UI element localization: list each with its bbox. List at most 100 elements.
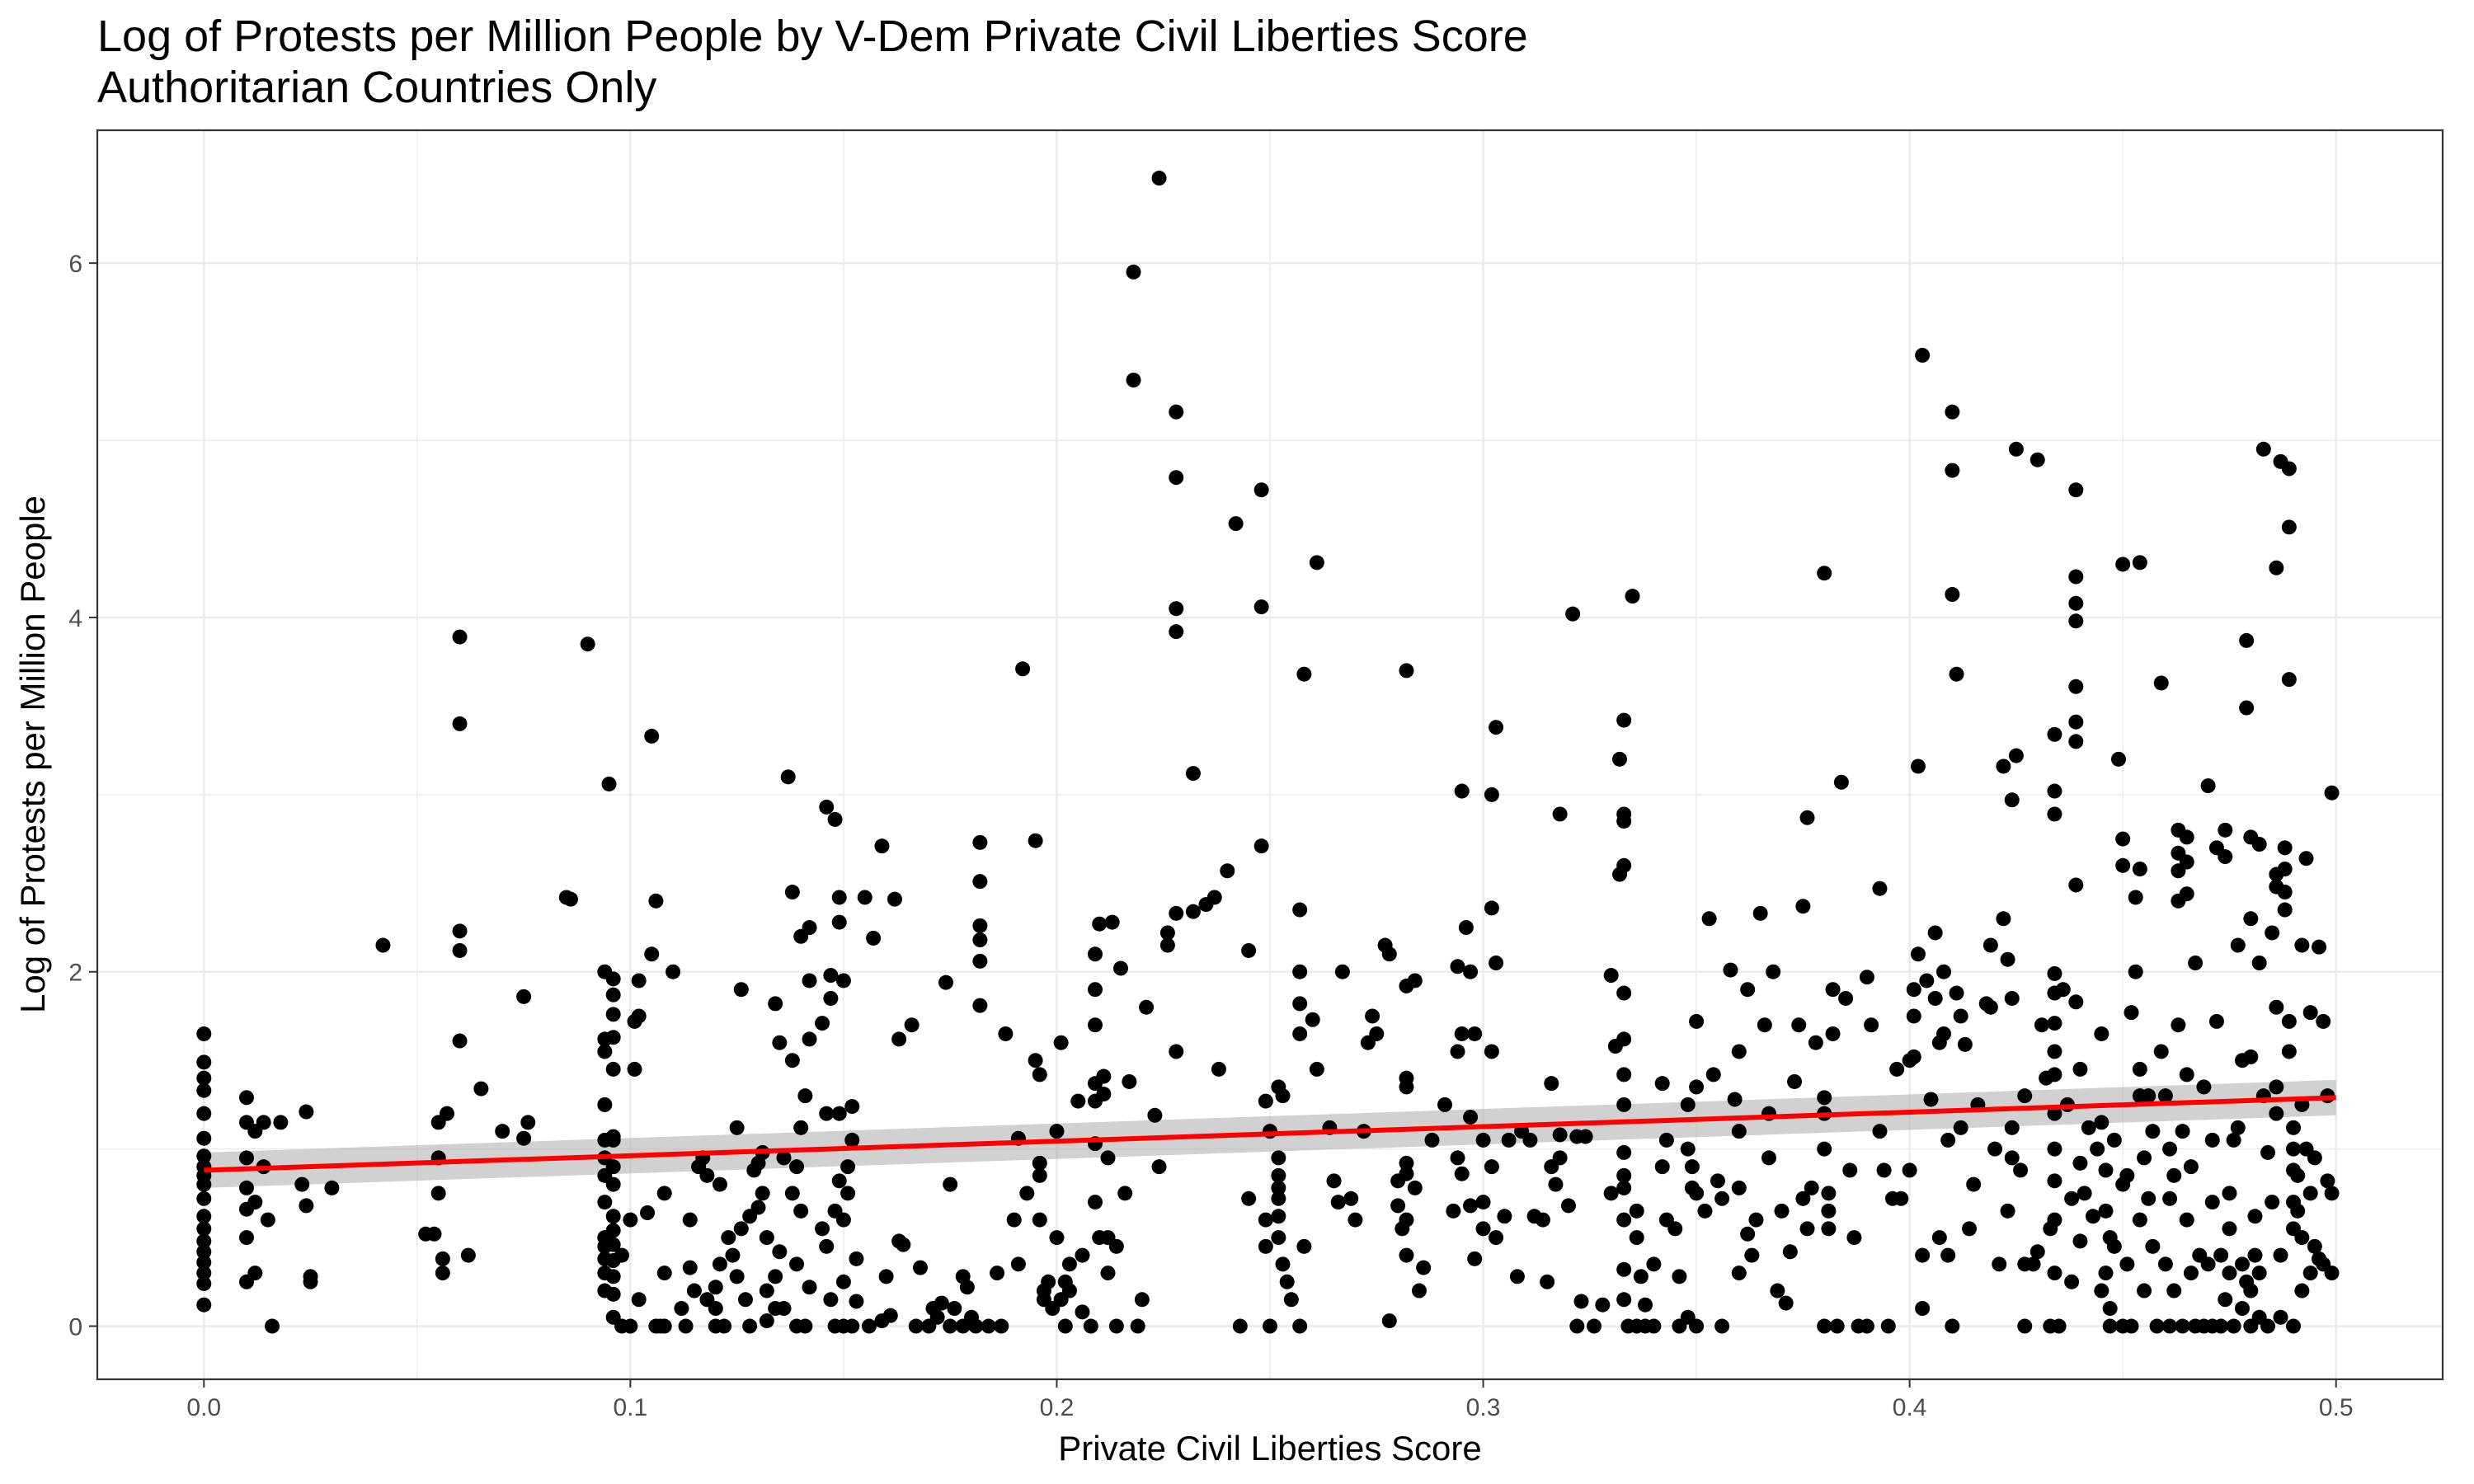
data-point bbox=[1987, 1141, 2003, 1157]
data-point bbox=[2302, 1005, 2318, 1021]
data-point bbox=[1292, 996, 1308, 1012]
data-point bbox=[1407, 1180, 1423, 1195]
data-point bbox=[623, 1318, 638, 1334]
data-point bbox=[840, 1159, 856, 1175]
data-point bbox=[1646, 1256, 1662, 1272]
data-point bbox=[891, 1031, 907, 1047]
data-point bbox=[1876, 1162, 1892, 1178]
data-point bbox=[2098, 1203, 2114, 1219]
data-point bbox=[1292, 1318, 1308, 1334]
data-point bbox=[1906, 1008, 1921, 1024]
data-point bbox=[721, 1230, 736, 1246]
data-point bbox=[1411, 1283, 1427, 1298]
data-point bbox=[1906, 1049, 1921, 1064]
data-point bbox=[1390, 1198, 1406, 1214]
data-point bbox=[1629, 1203, 1644, 1219]
data-point bbox=[2218, 849, 2233, 865]
data-point bbox=[1015, 661, 1031, 677]
data-point bbox=[1348, 1212, 1363, 1228]
data-point bbox=[981, 1318, 996, 1334]
data-point bbox=[2179, 886, 2194, 902]
data-point bbox=[196, 1130, 212, 1146]
data-point bbox=[2286, 1120, 2302, 1135]
data-point bbox=[835, 1274, 851, 1289]
data-point bbox=[1258, 1238, 1273, 1254]
data-point bbox=[2277, 862, 2293, 877]
data-point bbox=[1365, 1008, 1380, 1024]
fit-line bbox=[204, 1095, 2336, 1173]
data-point bbox=[2047, 1141, 2062, 1157]
data-point bbox=[2294, 937, 2310, 953]
data-point bbox=[2094, 1026, 2109, 1041]
data-point bbox=[2064, 1274, 2080, 1289]
data-point bbox=[2230, 1120, 2246, 1135]
data-point bbox=[2273, 1309, 2288, 1325]
data-point bbox=[1544, 1076, 1559, 1092]
data-point bbox=[943, 1318, 958, 1334]
data-point bbox=[776, 1150, 792, 1166]
data-point bbox=[1731, 1180, 1747, 1195]
data-point bbox=[2068, 734, 2084, 749]
data-point bbox=[1714, 1190, 1730, 1206]
data-point bbox=[1399, 1212, 1414, 1228]
data-point bbox=[1070, 1093, 1086, 1109]
data-point bbox=[1782, 1244, 1798, 1260]
data-point bbox=[196, 1244, 212, 1260]
data-point bbox=[1672, 1269, 1687, 1284]
data-point bbox=[2064, 1190, 2080, 1206]
data-point bbox=[2239, 700, 2255, 716]
data-point bbox=[759, 1313, 774, 1329]
data-point bbox=[797, 1318, 813, 1334]
data-point bbox=[460, 1247, 476, 1263]
data-point bbox=[2222, 1266, 2237, 1281]
data-point bbox=[1489, 1230, 1504, 1246]
data-point bbox=[1437, 1097, 1453, 1112]
data-point bbox=[1603, 1186, 1619, 1201]
data-point bbox=[1821, 1186, 1837, 1201]
data-point bbox=[1450, 1150, 1465, 1166]
data-point bbox=[866, 930, 882, 946]
data-point bbox=[2141, 1088, 2157, 1104]
data-point bbox=[1817, 1318, 1832, 1334]
data-point bbox=[2132, 1212, 2147, 1228]
data-point bbox=[1799, 810, 1815, 825]
data-point bbox=[878, 1269, 894, 1284]
data-point bbox=[631, 973, 647, 989]
data-point bbox=[2094, 1115, 2109, 1130]
data-point bbox=[1654, 1159, 1670, 1175]
data-point bbox=[605, 1237, 621, 1252]
data-point bbox=[1731, 1044, 1747, 1059]
data-point bbox=[712, 1256, 727, 1272]
data-point bbox=[640, 1205, 656, 1220]
data-point bbox=[2222, 1186, 2237, 1201]
y-tick-label: 2 bbox=[68, 960, 82, 987]
data-point bbox=[1241, 1190, 1257, 1206]
data-point bbox=[238, 1150, 254, 1166]
data-point bbox=[580, 636, 595, 652]
data-point bbox=[1258, 1212, 1273, 1228]
data-point bbox=[1484, 787, 1499, 802]
data-point bbox=[2004, 990, 2020, 1006]
data-point bbox=[1915, 1301, 1931, 1317]
data-point bbox=[1271, 1167, 1286, 1183]
data-point bbox=[1842, 1162, 1858, 1178]
data-point bbox=[2281, 1044, 2297, 1059]
data-point bbox=[2102, 1318, 2118, 1334]
data-point bbox=[831, 890, 847, 905]
data-point bbox=[430, 1186, 446, 1201]
data-point bbox=[2179, 854, 2194, 870]
data-point bbox=[972, 918, 988, 933]
data-point bbox=[793, 1120, 809, 1135]
data-point bbox=[1271, 1230, 1286, 1246]
data-point bbox=[1846, 1230, 1862, 1246]
data-point bbox=[887, 891, 902, 907]
data-point bbox=[627, 1061, 642, 1077]
data-point bbox=[2302, 1266, 2318, 1281]
data-point bbox=[849, 1294, 864, 1309]
data-point bbox=[452, 629, 468, 645]
data-point bbox=[648, 893, 664, 909]
data-point bbox=[2025, 1256, 2041, 1272]
data-point bbox=[1616, 1067, 1632, 1082]
data-point bbox=[623, 1212, 638, 1228]
